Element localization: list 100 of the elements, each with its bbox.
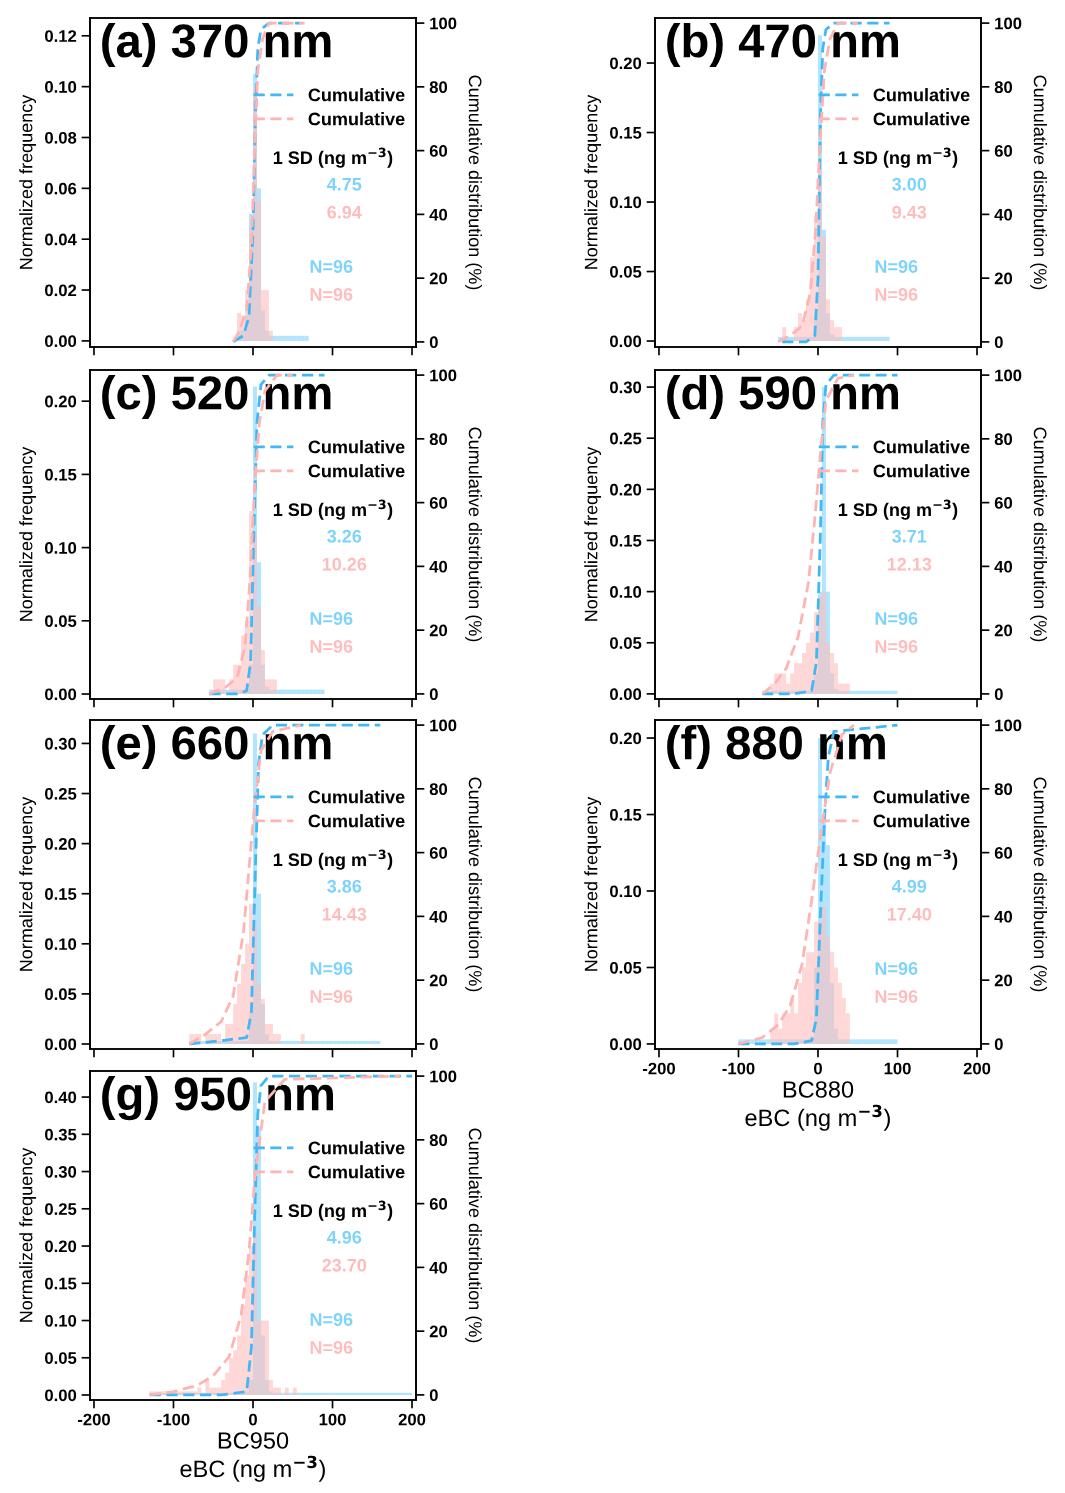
y-tick-label: 0.02 (45, 284, 77, 297)
annotation: 10.26 (322, 557, 367, 571)
y2-tick-label: 0 (994, 1038, 1003, 1051)
y-tick-label: 0.00 (45, 1038, 77, 1051)
chart-title: (c) 520 nm (102, 374, 331, 419)
y-tick-label: 0.30 (610, 381, 642, 394)
annotation: N=96 (310, 288, 353, 301)
y2-tick-label: 20 (994, 272, 1013, 285)
annotation: 1 SD (ng m$^{−3}$) (273, 499, 393, 520)
y2-tick-label: 40 (429, 910, 448, 923)
x-tick-label: -200 (642, 1062, 675, 1075)
legend-label: Cumulative (873, 440, 970, 454)
y-tick-label: 0.00 (610, 1038, 642, 1051)
y-tick-label: 0.15 (45, 888, 77, 900)
legend-label: Cumulative (308, 1165, 405, 1179)
y2-axis-title: Cumulative distribution (%) (465, 1128, 482, 1343)
annotation: 4.96 (326, 1230, 362, 1244)
x-tick-label: -100 (157, 1413, 190, 1426)
y2-axis-title: Cumulative distribution (%) (465, 75, 482, 290)
annotation: N=96 (875, 962, 918, 975)
y-tick-label: 0.10 (610, 586, 642, 598)
y2-axis-title: Cumulative distribution (%) (465, 777, 482, 992)
annotation: 23.70 (322, 1258, 367, 1272)
y-tick-label: 0.05 (610, 265, 642, 278)
legend-label: Cumulative (308, 88, 405, 102)
legend-label: Cumulative (873, 814, 970, 828)
y2-tick-label: 100 (430, 17, 457, 30)
x-tick-label: 0 (814, 1062, 822, 1075)
y-tick-label: 0.10 (610, 196, 642, 209)
y-tick-label: 0.20 (45, 838, 77, 850)
y-tick-label: 0.20 (610, 483, 642, 496)
y2-tick-label: 60 (429, 1198, 448, 1210)
y2-tick-label: 80 (429, 81, 448, 94)
y-tick-label: 0.00 (45, 335, 77, 348)
annotation: 3.86 (327, 879, 362, 893)
x-tick-label: 100 (884, 1062, 911, 1075)
y2-axis-title: Cumulative distribution (%) (1030, 75, 1047, 290)
x-tick-label: -100 (722, 1062, 755, 1075)
y-axis-title: Normalized frequency (584, 446, 602, 621)
y-tick-label: 0.00 (610, 335, 642, 348)
annotation: 1 SD (ng m$^{−3}$) (273, 849, 393, 870)
y2-tick-label: 20 (429, 624, 448, 637)
y-tick-label: 0.35 (45, 1128, 77, 1141)
y-axis-title: Normalized frequency (584, 796, 602, 971)
legend-label: Cumulative (308, 112, 405, 126)
y2-tick-label: 0 (994, 336, 1003, 349)
annotation: N=96 (875, 640, 918, 653)
x-axis-title: BC950 eBC (ng m$^{−3}$) (180, 1432, 325, 1482)
y-tick-label: 0.10 (610, 885, 642, 898)
x-tick-label: 100 (319, 1413, 346, 1426)
annotation: 1 SD (ng m$^{−3}$) (838, 147, 958, 168)
y2-tick-label: 60 (994, 847, 1013, 859)
annotation: N=96 (875, 260, 918, 273)
annotation: 1 SD (ng m$^{−3}$) (273, 147, 393, 168)
y-tick-label: 0.15 (610, 126, 642, 139)
y2-tick-label: 20 (429, 272, 448, 285)
y2-tick-label: 100 (430, 369, 457, 382)
x-tick-label: -200 (77, 1413, 110, 1426)
y-axis-title: Normalized frequency (584, 94, 602, 269)
y-tick-label: 0.25 (45, 787, 77, 800)
annotation: 3.26 (327, 529, 362, 543)
y-tick-label: 0.08 (45, 131, 77, 144)
y2-tick-label: 100 (995, 369, 1022, 382)
y2-tick-label: 20 (429, 974, 448, 987)
y2-tick-label: 80 (994, 433, 1013, 446)
annotation: 14.43 (322, 907, 367, 921)
y-tick-label: 0.10 (45, 81, 77, 93)
y-tick-label: 0.05 (45, 1352, 77, 1364)
annotation: N=96 (875, 990, 918, 1003)
y-tick-label: 0.20 (610, 57, 642, 70)
chart-title: (a) 370 nm (102, 22, 331, 67)
y2-tick-label: 40 (429, 560, 448, 573)
y-tick-label: 0.05 (45, 615, 77, 628)
y-axis-title: Normalized frequency (19, 94, 37, 269)
y2-tick-label: 40 (429, 208, 448, 221)
y-axis-title: Normalized frequency (19, 446, 37, 621)
y2-tick-label: 80 (429, 1134, 448, 1147)
y2-tick-label: 0 (429, 688, 438, 701)
legend-label: Cumulative (308, 440, 405, 454)
y2-tick-label: 60 (994, 497, 1013, 509)
chart-title: (f) 880 nm (667, 724, 885, 769)
y-tick-label: 0.15 (45, 1277, 77, 1290)
y2-tick-label: 20 (429, 1325, 448, 1338)
annotation: 1 SD (ng m$^{−3}$) (838, 499, 958, 520)
y-tick-label: 0.40 (45, 1091, 77, 1104)
legend-label: Cumulative (873, 88, 970, 102)
y-tick-label: 0.00 (610, 688, 642, 701)
legend-label: Cumulative (308, 814, 405, 828)
chart-title: (e) 660 nm (102, 724, 331, 769)
y-tick-label: 0.06 (45, 182, 77, 195)
legend-label: Cumulative (308, 464, 405, 478)
y2-tick-label: 80 (994, 81, 1013, 94)
chart-title: (g) 950 nm (102, 1075, 334, 1121)
annotation: 1 SD (ng m$^{−3}$) (273, 1200, 393, 1221)
y2-tick-label: 40 (994, 560, 1013, 573)
y-axis-title: Normalized frequency (19, 1147, 37, 1322)
x-tick-label: 0 (249, 1413, 257, 1426)
annotation: N=96 (875, 288, 918, 301)
annotation: 1 SD (ng m$^{−3}$) (838, 849, 958, 870)
annotation: 12.13 (887, 557, 932, 571)
